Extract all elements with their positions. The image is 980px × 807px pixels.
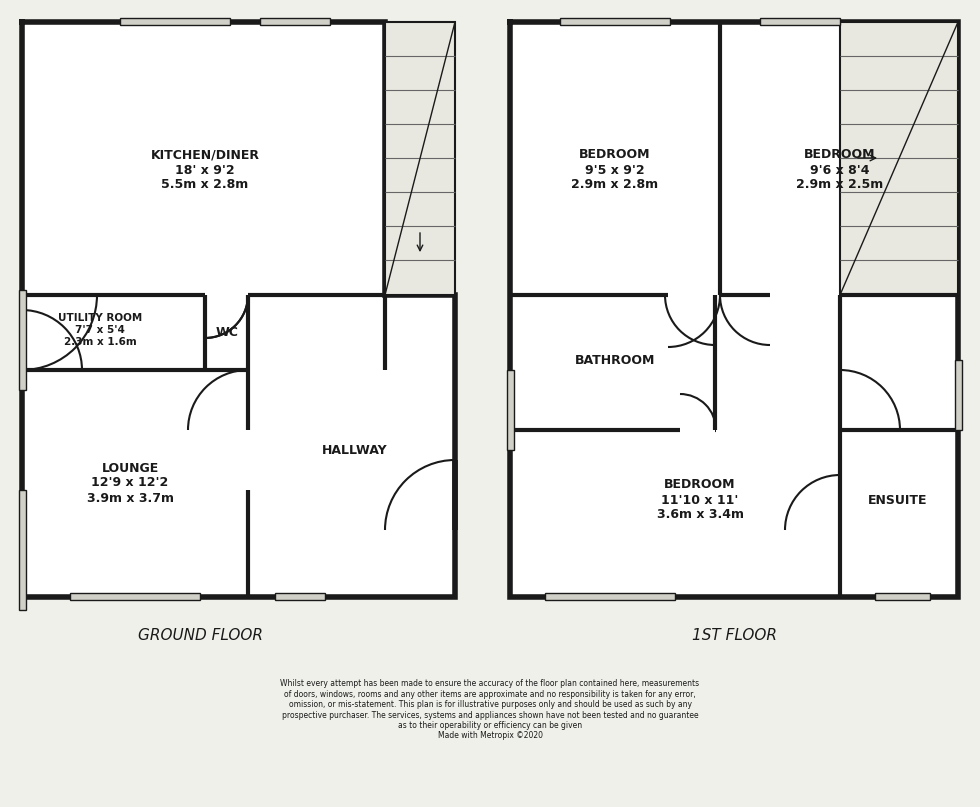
Bar xyxy=(545,593,675,600)
Text: KITCHEN/DINER
18' x 9'2
5.5m x 2.8m: KITCHEN/DINER 18' x 9'2 5.5m x 2.8m xyxy=(151,148,260,191)
Text: UTILITY ROOM
7'7 x 5'4
2.3m x 1.6m: UTILITY ROOM 7'7 x 5'4 2.3m x 1.6m xyxy=(58,313,142,346)
Bar xyxy=(70,593,200,600)
Bar xyxy=(385,22,455,295)
Text: BEDROOM
9'5 x 9'2
2.9m x 2.8m: BEDROOM 9'5 x 9'2 2.9m x 2.8m xyxy=(571,148,659,191)
Text: 1ST FLOOR: 1ST FLOOR xyxy=(692,628,776,642)
Text: WC: WC xyxy=(216,325,238,338)
Text: BEDROOM
11'10 x 11'
3.6m x 3.4m: BEDROOM 11'10 x 11' 3.6m x 3.4m xyxy=(657,479,744,521)
Bar xyxy=(760,18,840,25)
Bar xyxy=(560,18,670,25)
Bar xyxy=(875,593,930,600)
Text: LOUNGE
12'9 x 12'2
3.9m x 3.7m: LOUNGE 12'9 x 12'2 3.9m x 3.7m xyxy=(86,462,173,504)
Bar xyxy=(275,593,325,600)
Bar xyxy=(260,18,330,25)
Polygon shape xyxy=(22,22,455,597)
Text: Whilst every attempt has been made to ensure the accuracy of the floor plan cont: Whilst every attempt has been made to en… xyxy=(280,679,700,741)
Bar xyxy=(507,370,514,450)
Bar xyxy=(19,490,26,610)
Text: HALLWAY: HALLWAY xyxy=(322,444,388,457)
Bar xyxy=(840,22,958,295)
Bar xyxy=(19,290,26,390)
Text: ENSUITE: ENSUITE xyxy=(868,494,928,507)
Bar xyxy=(840,22,958,295)
Text: GROUND FLOOR: GROUND FLOOR xyxy=(137,628,263,642)
Text: BEDROOM
9'6 x 8'4
2.9m x 2.5m: BEDROOM 9'6 x 8'4 2.9m x 2.5m xyxy=(797,148,884,191)
Bar xyxy=(385,22,455,295)
Bar xyxy=(955,360,962,430)
Polygon shape xyxy=(510,22,958,597)
Bar xyxy=(120,18,230,25)
Text: BATHROOM: BATHROOM xyxy=(575,353,656,366)
